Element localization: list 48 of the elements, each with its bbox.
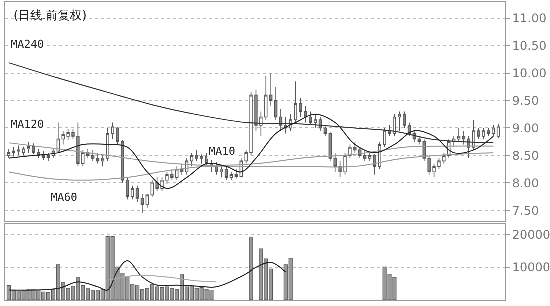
candlestick [496, 123, 500, 139]
candlestick [180, 164, 184, 176]
series-label: MA60 [51, 191, 78, 204]
candlestick [373, 154, 377, 176]
candlestick [462, 130, 466, 146]
candlestick [7, 148, 11, 159]
candlestick [418, 136, 422, 146]
line-series [107, 275, 218, 283]
candlestick [96, 152, 100, 164]
text: (日线.前复权) [14, 8, 87, 22]
y-tick-label: 11.00 [512, 12, 547, 26]
line-series [8, 114, 494, 190]
candlestick [324, 125, 328, 137]
line-series [8, 260, 286, 291]
y-tick-label: 10.50 [512, 39, 547, 54]
candlestick [318, 116, 322, 132]
candlestick [140, 194, 144, 214]
candlestick [136, 185, 140, 203]
line-series [8, 62, 494, 144]
series-label: MA120 [11, 118, 44, 131]
candlestick [91, 150, 95, 162]
candlestick [363, 150, 367, 162]
candlestick [230, 172, 234, 181]
y-tick-label: 10.00 [512, 66, 547, 81]
candlestick [42, 150, 46, 160]
candlestick [279, 108, 283, 132]
series-label: MA240 [11, 38, 44, 51]
y-tick-label: 8.50 [512, 148, 540, 163]
candlestick [334, 152, 337, 173]
candlestick [190, 152, 194, 168]
y-tick-label: 9.00 [512, 121, 540, 136]
y-tick-label: 8.00 [512, 176, 540, 190]
y-tick-label: 20000 [512, 228, 550, 242]
y-tick-label: 10000 [512, 260, 550, 275]
candlestick [234, 169, 238, 180]
candlestick [101, 155, 105, 168]
candlestick [368, 152, 372, 162]
candlestick [146, 194, 150, 208]
series-label: MA10 [209, 145, 236, 158]
y-tick-label: 9.50 [512, 94, 540, 108]
candlestick [224, 166, 228, 181]
candlestick [328, 132, 332, 162]
candlestick [269, 72, 273, 107]
y-tick-label: 7.50 [512, 204, 540, 218]
candlestick [457, 128, 461, 142]
candlestick [274, 86, 278, 120]
candlestick [56, 122, 60, 154]
candlestick [46, 152, 50, 162]
